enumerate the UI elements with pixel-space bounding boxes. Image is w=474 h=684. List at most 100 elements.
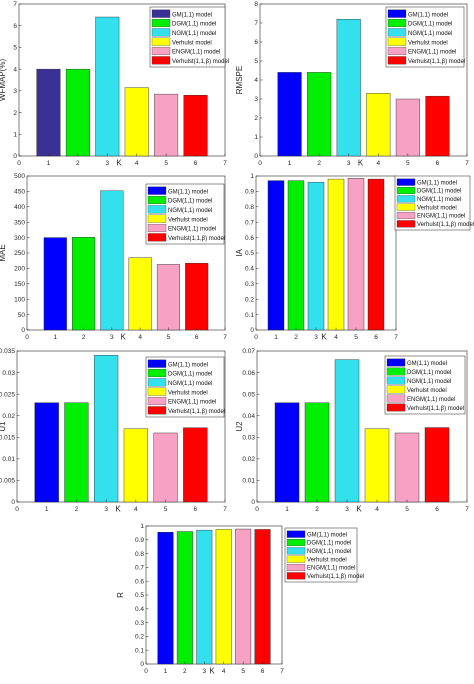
legend-label: ENGM(1,1) model (417, 214, 465, 220)
y-axis-label: U1 (0, 421, 7, 432)
legend-label: Verhulst model (408, 40, 448, 46)
y-tick-label: 300 (14, 235, 25, 242)
bar-4 (128, 257, 152, 331)
x-tick-label: 0 (25, 334, 29, 341)
legend-label: ENGM(1,1) model (408, 50, 456, 56)
legend-swatch (147, 223, 167, 233)
legend-label: Verhulst model (172, 40, 212, 46)
x-tick-label: 3 (347, 160, 351, 167)
y-tick-label: 2 (13, 110, 17, 117)
y-tick-label: 6 (254, 39, 258, 46)
x-tick-label: 3 (345, 506, 349, 513)
x-tick-label: 6 (193, 506, 197, 513)
y-axis-label: MAE (0, 244, 7, 261)
x-tick-label: 4 (375, 506, 379, 513)
x-tick-label: 1 (164, 668, 168, 675)
legend-label: DGM(1,1) model (307, 541, 351, 547)
x-tick-label: 6 (435, 506, 439, 513)
bar-3 (94, 355, 119, 503)
legend-swatch (286, 530, 306, 538)
legend: GM(1,1) model DGM(1,1) model NGM(1,1) mode… (149, 6, 229, 68)
bar-6 (183, 94, 208, 157)
legend: GM(1,1) model DGM(1,1) model NGM(1,1) mode… (284, 527, 364, 583)
legend-swatch (286, 538, 306, 547)
legend-swatch (386, 394, 406, 403)
y-tick-label: 50 (18, 312, 26, 319)
y-tick-label: 8 (254, 1, 258, 8)
x-tick-label: 2 (315, 506, 319, 513)
x-tick-label: 4 (376, 160, 380, 167)
y-tick-label: 0.7 (135, 565, 144, 572)
legend-swatch (286, 563, 306, 572)
x-tick-label: 1 (47, 160, 51, 167)
legend-label: Verhulst(1,1,β) model (307, 574, 364, 580)
x-axis-label: K (321, 333, 327, 342)
legend-label: GM(1,1) model (407, 361, 447, 367)
bar-1 (36, 68, 61, 157)
legend-label: Verhulst model (168, 217, 208, 223)
bar-5 (347, 178, 365, 331)
legend-swatch (147, 186, 167, 195)
y-tick-label: 200 (14, 266, 25, 273)
x-tick-label: 3 (202, 668, 206, 675)
bar-4 (124, 87, 149, 157)
legend-swatch (386, 358, 406, 367)
x-axis-label: K (358, 159, 364, 168)
y-tick-label: 5 (254, 58, 258, 65)
bar-4 (366, 93, 391, 157)
x-tick-label: 1 (45, 506, 49, 513)
legend: GM(1,1) model DGM(1,1) model NGM(1,1) mode… (145, 356, 225, 418)
legend-swatch (286, 555, 306, 563)
bar-4 (364, 428, 390, 503)
chart-panel-2: 0 1 2 3 4 5 6 7 8 0 1 2 3 4 5 6 7 K RMSPE GM(1,1) model DGM(… (235, 1, 469, 167)
y-tick-label: 1 (250, 173, 254, 180)
legend-label: NGM(1,1) model (168, 381, 212, 387)
bar-2 (64, 402, 89, 503)
x-tick-label: 4 (135, 160, 139, 167)
x-tick-label: 3 (105, 160, 109, 167)
legend-swatch (286, 547, 306, 555)
y-tick-label: 4 (254, 77, 258, 84)
y-tick-label: 0.4 (135, 606, 144, 613)
x-tick-label: 0 (255, 506, 259, 513)
x-tick-label: 2 (76, 160, 80, 167)
bar-3 (336, 19, 361, 157)
x-tick-label: 0 (258, 160, 262, 167)
y-tick-label: 0.6 (245, 235, 254, 242)
chart-panel-6: 0 0.01 0.02 0.03 0.04 0.05 0.06 0.07 0 1 2 3 4 5 6 7 K U2… (235, 348, 469, 513)
legend-label: NGM(1,1) model (168, 208, 212, 214)
y-tick-label: 150 (14, 281, 25, 288)
x-tick-label: 0 (254, 334, 258, 341)
legend-label: DGM(1,1) model (172, 22, 216, 28)
y-tick-label: 0 (250, 327, 254, 334)
x-tick-label: 6 (194, 160, 198, 167)
y-tick-label: 0.035 (0, 348, 15, 355)
x-tick-label: 3 (104, 506, 108, 513)
y-tick-label: 4 (13, 66, 17, 73)
y-tick-label: 0.04 (242, 413, 255, 420)
x-tick-label: 5 (164, 160, 168, 167)
legend-label: NGM(1,1) model (407, 379, 451, 385)
x-tick-label: 6 (374, 334, 378, 341)
y-tick-label: 0.02 (242, 456, 255, 463)
y-tick-label: 7 (13, 1, 17, 8)
legend-swatch (396, 178, 416, 186)
x-tick-label: 7 (465, 506, 469, 513)
legend-swatch (147, 233, 167, 242)
x-axis-label: K (120, 333, 126, 342)
legend-swatch (147, 205, 167, 214)
legend-label: NGM(1,1) model (408, 31, 452, 37)
legend-label: GM(1,1) model (408, 12, 448, 18)
y-tick-label: 450 (14, 189, 25, 196)
bar-6 (183, 427, 208, 503)
y-axis-label: IA (235, 249, 244, 257)
legend-label: Verhulst(1,1,β) model (408, 59, 465, 65)
chart-panel-1: 0 1 2 3 4 5 6 7 0 1 2 3 4 5 6 7 K WFMAP(%) GM(1,1) model DG… (0, 1, 229, 167)
bar-5 (153, 432, 178, 503)
x-tick-label: 7 (280, 668, 284, 675)
legend-label: Verhulst(1,1,β) model (172, 59, 229, 65)
legend-label: NGM(1,1) model (172, 31, 216, 37)
legend-label: DGM(1,1) model (168, 372, 212, 378)
legend: GM(1,1) model DGM(1,1) model NGM(1,1) mode… (394, 175, 474, 231)
